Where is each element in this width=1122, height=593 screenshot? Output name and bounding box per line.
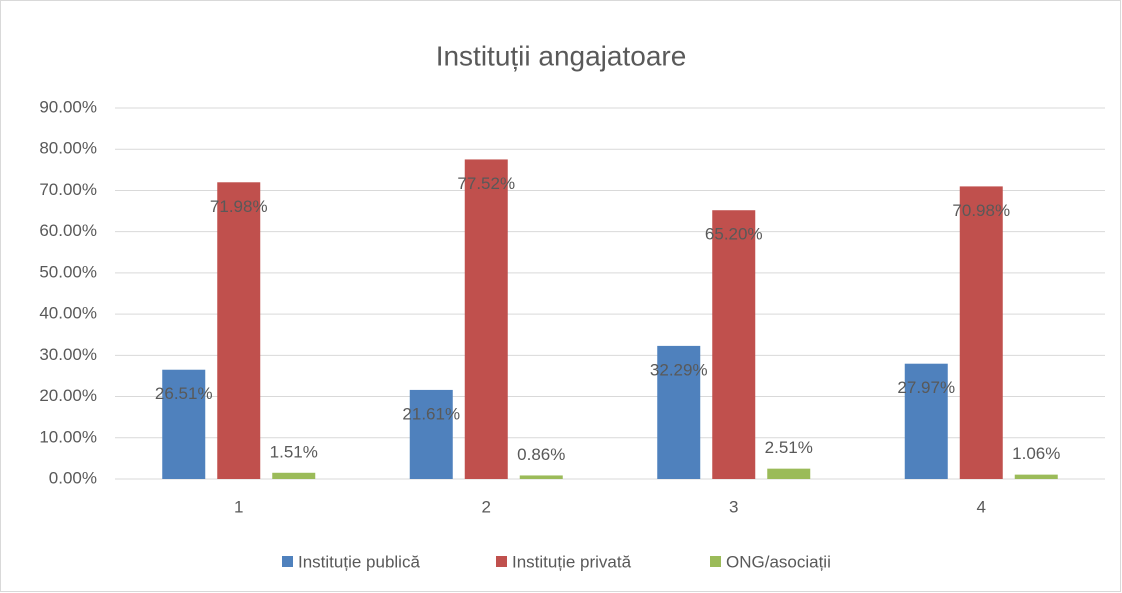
x-tick-label: 4	[977, 497, 986, 516]
data-label: 32.29%	[650, 360, 708, 379]
bar	[272, 472, 316, 479]
y-tick-label: 50.00%	[39, 262, 97, 281]
bar	[464, 159, 508, 480]
bar	[217, 182, 261, 479]
y-tick-label: 40.00%	[39, 304, 97, 323]
bar	[519, 475, 563, 479]
chart-title: Instituții angajatoare	[436, 40, 687, 71]
x-tick-label: 1	[234, 497, 243, 516]
y-tick-label: 80.00%	[39, 139, 97, 158]
data-label: 77.52%	[457, 174, 515, 193]
data-label: 70.98%	[952, 201, 1010, 220]
data-label: 2.51%	[765, 438, 813, 457]
x-tick-label: 2	[482, 497, 491, 516]
y-tick-label: 10.00%	[39, 427, 97, 446]
legend-label: ONG/asociații	[726, 552, 831, 571]
y-tick-label: 90.00%	[39, 97, 97, 116]
y-tick-label: 20.00%	[39, 386, 97, 405]
legend-label: Instituție privată	[512, 552, 632, 571]
data-label: 0.86%	[517, 445, 565, 464]
data-label: 21.61%	[402, 404, 460, 423]
bar	[712, 210, 756, 479]
legend-swatch	[496, 556, 507, 567]
legend-swatch	[710, 556, 721, 567]
legend-swatch	[282, 556, 293, 567]
bar	[1014, 474, 1058, 479]
data-label: 1.51%	[270, 442, 318, 461]
bar	[904, 363, 948, 479]
bar	[162, 369, 206, 479]
bar	[767, 468, 811, 479]
data-label: 71.98%	[210, 197, 268, 216]
data-label: 65.20%	[705, 225, 763, 244]
data-label: 27.97%	[897, 378, 955, 397]
y-tick-label: 60.00%	[39, 221, 97, 240]
y-tick-label: 30.00%	[39, 345, 97, 364]
y-tick-label: 70.00%	[39, 180, 97, 199]
x-tick-label: 3	[729, 497, 738, 516]
data-label: 26.51%	[155, 384, 213, 403]
bar	[959, 186, 1003, 479]
data-label: 1.06%	[1012, 444, 1060, 463]
y-tick-label: 0.00%	[49, 468, 97, 487]
legend-label: Instituție publică	[298, 552, 420, 571]
bar	[657, 345, 701, 479]
bar	[409, 389, 453, 479]
